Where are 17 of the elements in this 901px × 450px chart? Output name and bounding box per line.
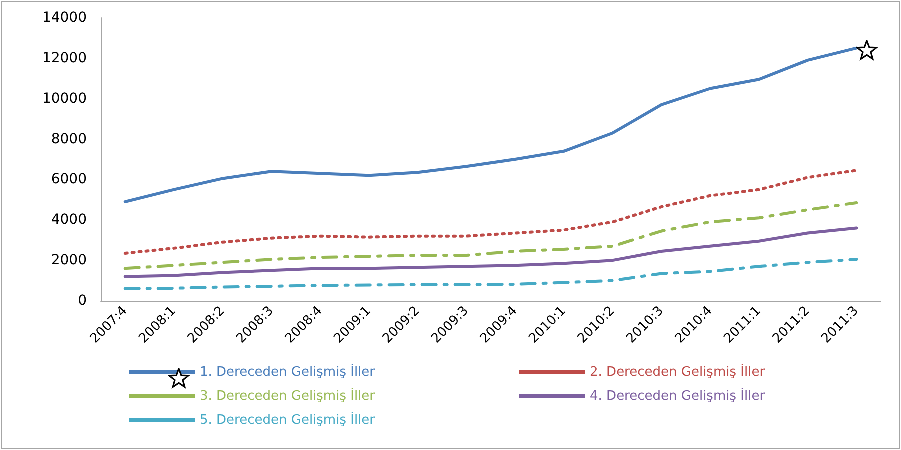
text: 4. Dereceden Gelişmiş İller (590, 388, 766, 404)
text: 2. Dereceden Gelişmiş İller (590, 364, 766, 380)
y-tick-label: 12000 (42, 50, 87, 66)
y-tick-label: 2000 (51, 252, 87, 269)
text: 5. Dereceden Gelişmiş İller (200, 412, 376, 428)
y-tick-label: 0 (78, 293, 87, 309)
y-tick-label: 8000 (51, 131, 87, 148)
line-series (124, 258, 858, 290)
y-tick-label: 6000 (51, 172, 87, 188)
text: 3. Dereceden Gelişmiş İller (200, 388, 376, 404)
line-series (124, 169, 858, 255)
line-series (124, 226, 858, 278)
y-tick-label: 10000 (42, 90, 87, 107)
y-tick-label: 4000 (51, 212, 87, 228)
text: 1. Dereceden Gelişmiş İller (200, 364, 376, 380)
line-series (124, 201, 858, 270)
y-tick-label: 14000 (42, 10, 87, 26)
